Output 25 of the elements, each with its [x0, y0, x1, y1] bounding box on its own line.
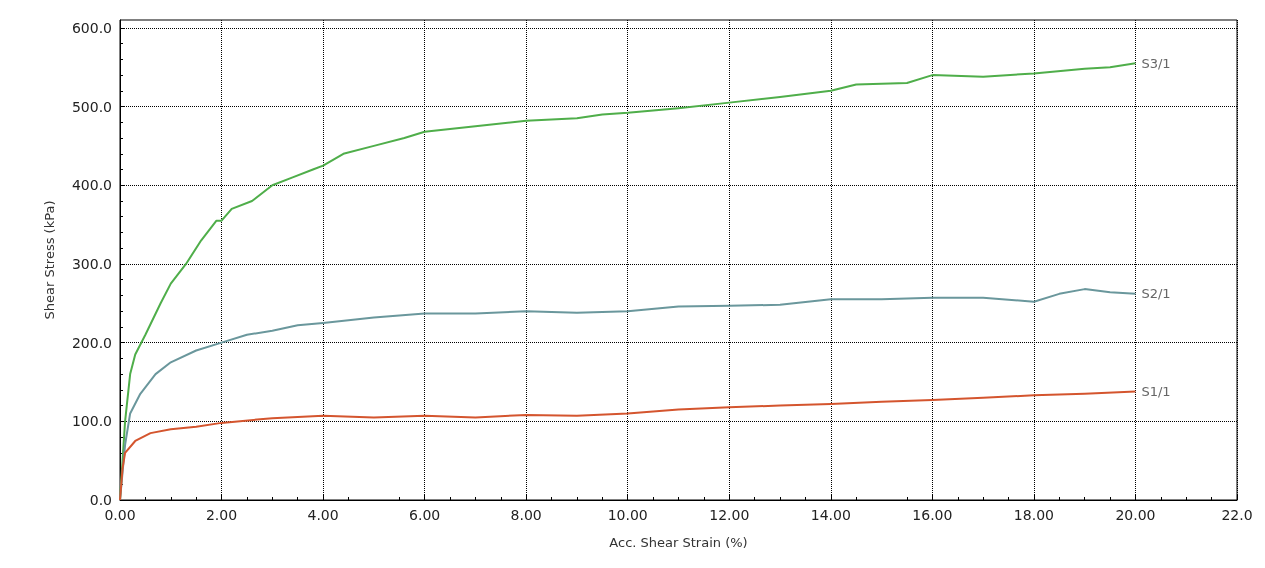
- x-axis-title: Acc. Shear Strain (%): [609, 535, 748, 550]
- series-label: S2/1: [1141, 286, 1171, 302]
- y-tick-label: 400.0: [71, 177, 112, 194]
- x-tick-label: 4.00: [307, 507, 339, 523]
- x-tick-label: 16.00: [912, 507, 953, 523]
- x-tick-label: 14.00: [810, 507, 851, 523]
- series-label: S1/1: [1141, 383, 1171, 399]
- x-tick-label: 8.00: [510, 507, 542, 523]
- x-tick-label: 20.00: [1115, 507, 1156, 523]
- x-tick-label: 2.00: [205, 507, 238, 523]
- x-tick-label: 6.00: [409, 507, 441, 523]
- series-label: S3/1: [1141, 55, 1171, 71]
- x-tick-label: 12.00: [709, 507, 750, 523]
- x-tick-label: 0.00: [104, 507, 136, 523]
- x-tick-label: 10.00: [607, 507, 648, 523]
- y-tick-label: 200.0: [71, 334, 112, 351]
- y-tick-label: 500.0: [71, 98, 112, 115]
- y-tick-label: 300.0: [71, 255, 112, 272]
- x-tick-label: 22.0: [1221, 507, 1253, 523]
- line-series: [119, 390, 1137, 501]
- y-tick-label: 100.0: [71, 413, 112, 430]
- y-tick-label: 0.0: [89, 492, 112, 508]
- y-tick-label: 600.0: [71, 19, 112, 36]
- y-axis-title: Shear Stress (kPa): [42, 200, 57, 320]
- x-tick-label: 18.00: [1013, 507, 1054, 523]
